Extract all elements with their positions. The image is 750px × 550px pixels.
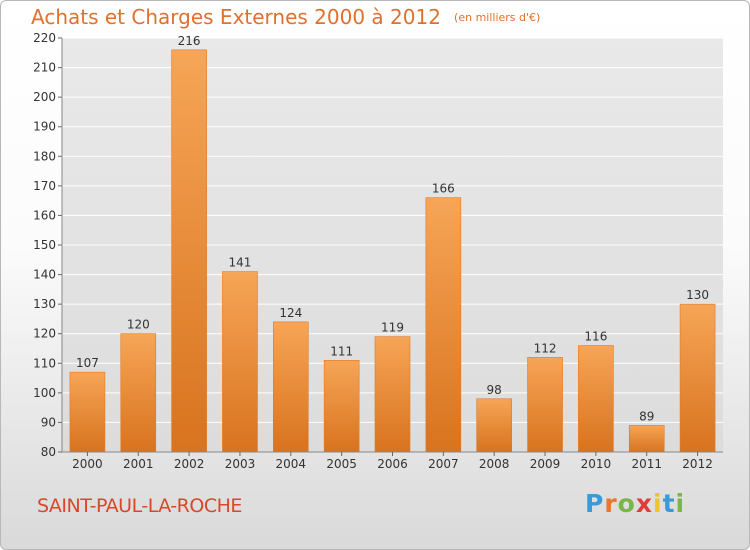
- x-tick-label: 2002: [174, 457, 205, 471]
- y-tick-label: 140: [33, 268, 56, 282]
- logo-letter: i: [675, 489, 686, 518]
- data-labels: 107 120 216 141 124 111 119 166 98 112 116 89 130: [76, 34, 709, 424]
- x-tick-label: 2011: [631, 457, 662, 471]
- data-label: 120: [127, 318, 150, 332]
- data-label: 141: [229, 256, 252, 270]
- x-tick-label: 2004: [276, 457, 307, 471]
- data-label: 166: [432, 182, 455, 196]
- bar: [273, 321, 309, 453]
- bar: [628, 425, 665, 453]
- logo-letter: r: [604, 489, 618, 518]
- logo-letter: o: [617, 489, 636, 518]
- data-label: 112: [534, 341, 557, 355]
- y-tick-label: 200: [33, 90, 56, 104]
- y-tick-label: 170: [33, 179, 56, 193]
- y-tick-label: 130: [33, 297, 56, 311]
- x-axis: 2000 2001 2002 2003 2004 2005 2006 2007 2008 2009…: [72, 452, 713, 471]
- y-axis: 80 90 100 110 120 130 140 150 160 170 180 190 200 210…: [33, 31, 723, 459]
- data-label: 111: [330, 344, 353, 358]
- bar: [222, 271, 258, 453]
- proxiti-logo: Proxiti: [585, 489, 685, 518]
- chart-subtitle: (en milliers d'€): [454, 11, 541, 24]
- x-tick-label: 2008: [479, 457, 510, 471]
- data-label: 107: [76, 356, 99, 370]
- bar: [476, 398, 512, 453]
- logo-letter: x: [635, 489, 653, 518]
- logo-letter: i: [653, 489, 663, 518]
- x-tick-label: 2009: [530, 457, 561, 471]
- logo-letter: t: [662, 489, 676, 518]
- bar: [323, 360, 360, 453]
- data-label: 116: [584, 330, 607, 344]
- data-label: 216: [178, 34, 201, 48]
- logo-letter: P: [585, 489, 605, 518]
- data-label: 130: [686, 288, 709, 302]
- bar: [679, 303, 716, 453]
- x-tick-label: 2005: [326, 457, 357, 471]
- x-tick-label: 2006: [377, 457, 408, 471]
- bar: [425, 197, 462, 453]
- x-tick-label: 2003: [225, 457, 256, 471]
- title-row: Achats et Charges Externes 2000 à 2012 (…: [31, 5, 540, 29]
- bar: [374, 336, 411, 453]
- y-tick-label: 100: [33, 386, 56, 400]
- y-tick-label: 160: [33, 208, 56, 222]
- data-label: 119: [381, 321, 404, 335]
- data-label: 124: [279, 306, 302, 320]
- y-tick-label: 180: [33, 149, 56, 163]
- y-tick-label: 90: [41, 415, 56, 429]
- data-label: 89: [639, 409, 654, 423]
- y-tick-label: 190: [33, 120, 56, 134]
- bar: [578, 345, 614, 453]
- bar: [120, 333, 157, 453]
- bar: [171, 49, 207, 453]
- x-tick-label: 2001: [123, 457, 154, 471]
- bar: [527, 357, 563, 453]
- bars-group: [69, 49, 716, 453]
- y-tick-label: 120: [33, 327, 56, 341]
- y-tick-label: 220: [33, 31, 56, 45]
- y-tick-label: 150: [33, 238, 56, 252]
- x-tick-label: 2012: [682, 457, 713, 471]
- x-tick-label: 2010: [581, 457, 612, 471]
- bar: [69, 371, 106, 453]
- commune-name: SAINT-PAUL-LA-ROCHE: [37, 495, 242, 517]
- x-tick-label: 2007: [428, 457, 459, 471]
- x-tick-label: 2000: [72, 457, 103, 471]
- data-label: 98: [487, 383, 502, 397]
- y-tick-label: 210: [33, 61, 56, 75]
- y-tick-label: 80: [41, 445, 56, 459]
- chart-title: Achats et Charges Externes 2000 à 2012: [31, 5, 441, 29]
- y-tick-label: 110: [33, 356, 56, 370]
